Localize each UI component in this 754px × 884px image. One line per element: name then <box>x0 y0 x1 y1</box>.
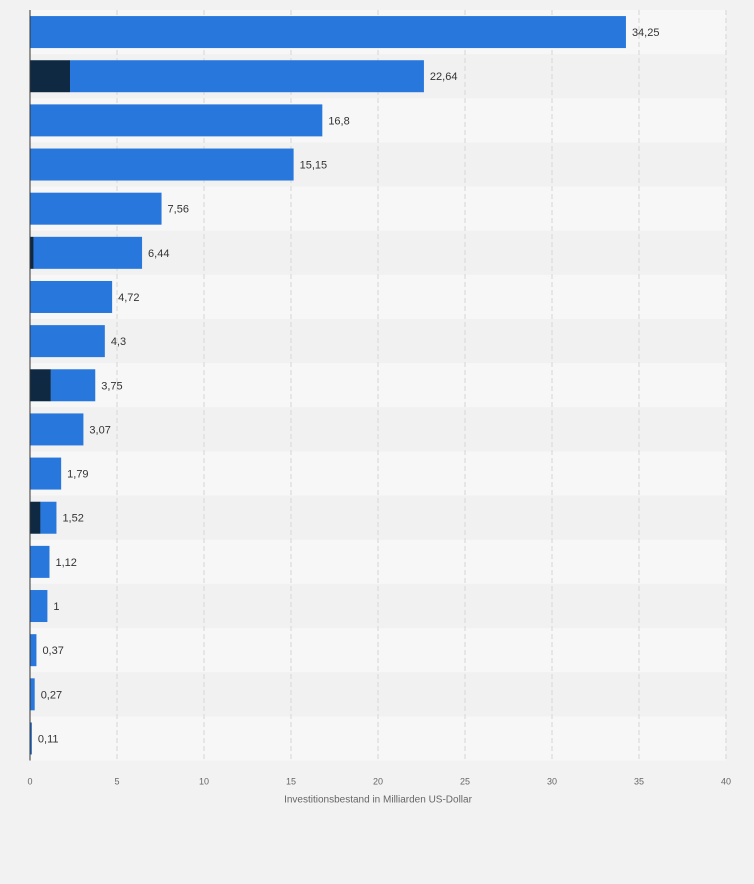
bar-segment-series-1 <box>30 590 48 623</box>
value-label: 3,75 <box>101 380 122 392</box>
x-tick-labels: 0 5 10 15 20 25 30 35 40 <box>27 777 731 787</box>
value-label: 3,07 <box>89 424 110 436</box>
value-label: 0,11 <box>38 733 59 745</box>
x-tick-label: 40 <box>721 777 731 787</box>
x-tick-label: 25 <box>460 777 470 787</box>
x-tick-label: 20 <box>373 777 383 787</box>
bar-segment-series-1 <box>30 192 162 225</box>
bar-segment-series-1 <box>30 634 37 667</box>
value-label: 16,8 <box>328 115 349 127</box>
value-label: 0,37 <box>42 645 63 657</box>
x-tick-label: 0 <box>27 777 32 787</box>
bar-segment-series-0 <box>30 369 51 402</box>
bar-segment-series-1 <box>30 545 50 578</box>
value-labels: 34,25 22,64 16,8 15,15 7,56 6,44 4,72 4,3 3,75 3,… <box>38 27 660 745</box>
bar-segment-series-1 <box>30 722 32 755</box>
bar-segment-series-1 <box>30 16 626 49</box>
value-label: 4,72 <box>118 292 139 304</box>
gridlines <box>116 10 727 761</box>
value-label: 34,25 <box>632 27 660 39</box>
x-tick-label: 5 <box>114 777 119 787</box>
bar-segment-series-1 <box>30 413 84 446</box>
bar-segment-series-0 <box>30 501 41 534</box>
x-axis-title: Investitionsbestand in Milliarden US-Dol… <box>284 795 473 806</box>
value-label: 6,44 <box>148 248 169 260</box>
bar-segment-series-1 <box>33 236 143 269</box>
value-label: 1,52 <box>62 513 83 525</box>
bar-segment-series-1 <box>30 325 105 358</box>
x-tick-label: 35 <box>634 777 644 787</box>
row-band <box>30 363 726 408</box>
value-label: 22,64 <box>430 71 458 83</box>
value-label: 1,79 <box>67 469 88 481</box>
value-label: 0,27 <box>41 689 62 701</box>
x-tick-label: 30 <box>547 777 557 787</box>
value-label: 7,56 <box>168 204 189 216</box>
bar-segment-series-1 <box>70 60 424 93</box>
value-label: 1 <box>53 601 59 613</box>
bar-segment-series-1 <box>30 104 323 137</box>
value-label: 1,12 <box>55 557 76 569</box>
bar-segment-series-1 <box>30 280 113 313</box>
bar-segment-series-1 <box>50 369 96 402</box>
bar-segment-series-0 <box>30 236 34 269</box>
value-label: 15,15 <box>300 160 328 172</box>
bar-segment-series-1 <box>30 457 62 490</box>
x-tick-label: 10 <box>199 777 209 787</box>
bar-segment-series-1 <box>30 678 35 711</box>
value-label: 4,3 <box>111 336 126 348</box>
bar-segment-series-0 <box>30 60 71 93</box>
bar-segment-series-1 <box>30 148 294 181</box>
x-tick-label: 15 <box>286 777 296 787</box>
bar-segment-series-1 <box>40 501 57 534</box>
bars <box>30 16 626 755</box>
